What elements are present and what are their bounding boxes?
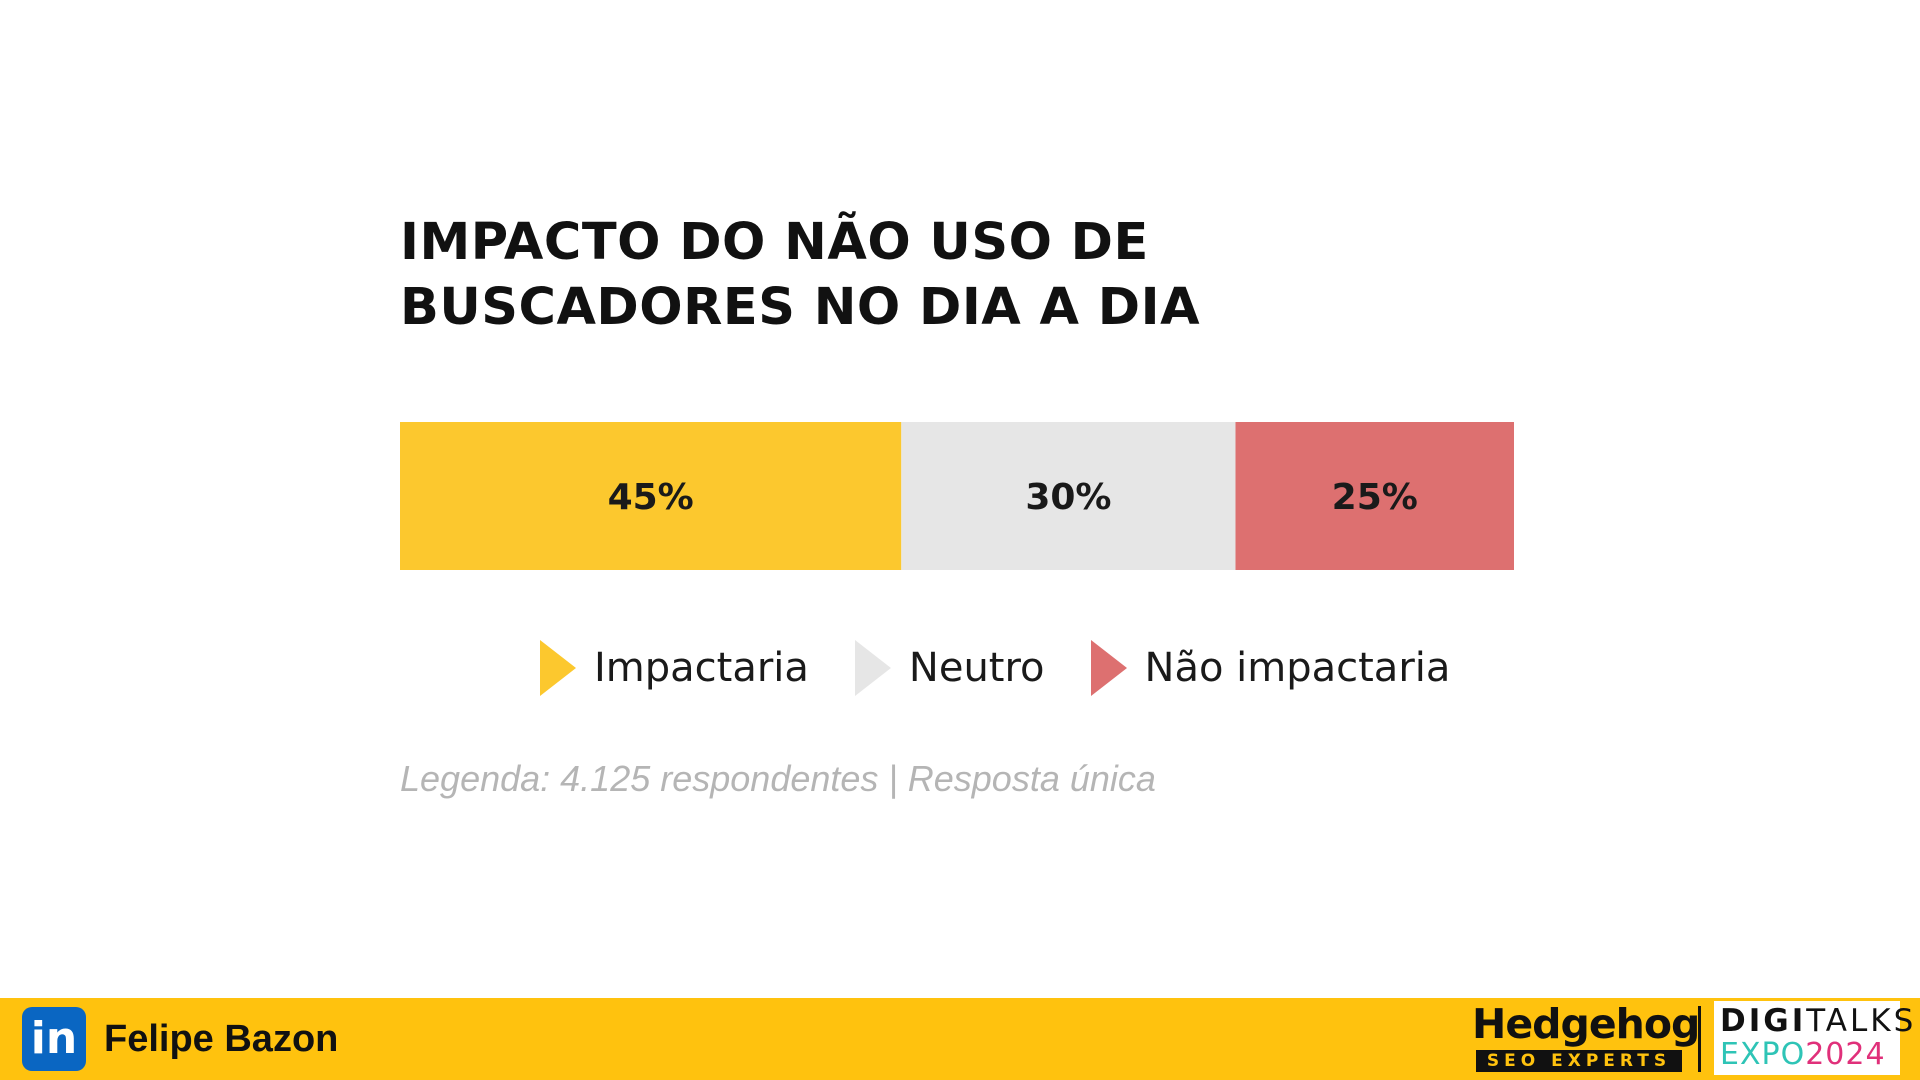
legend-label-nao-impactaria: Não impactaria: [1144, 645, 1451, 691]
bar-segment-nao-impactaria: [1235, 422, 1514, 570]
legend-label-impactaria: Impactaria: [594, 645, 809, 691]
legend-marker-shape: [854, 640, 891, 696]
linkedin-icon[interactable]: in: [22, 1007, 86, 1071]
data-label-nao-impactaria: 25%: [1332, 477, 1418, 518]
bar-segment-impactaria: [400, 422, 902, 570]
chart-title-line-1: IMPACTO DO NÃO USO DE: [400, 213, 1149, 272]
legend-item-neutro: Neutro: [854, 640, 1045, 696]
hedgehog-logo: Hedgehog SEO EXPERTS: [1472, 1000, 1700, 1076]
digitalks-logo-bottom: EXPO2024: [1720, 1038, 1894, 1072]
digitalks-logo-digi: DIGI: [1720, 1003, 1807, 1039]
digitalks-expo-logo: DIGITALKS EXPO2024: [1714, 1001, 1913, 1075]
legend-item-nao-impactaria: Não impactaria: [1090, 640, 1451, 696]
digitalks-logo-talks: TALKS: [1806, 1003, 1917, 1039]
digitalks-logo-year: 2024: [1805, 1037, 1886, 1072]
legend-label-neutro: Neutro: [908, 645, 1045, 691]
data-label-neutro: 30%: [1025, 477, 1111, 518]
data-label-impactaria: 45%: [608, 477, 694, 518]
chart-legend: Impactaria Neutro Não impactaria: [540, 640, 1496, 696]
chart-title: IMPACTO DO NÃO USO DE BUSCADORES NO DIA …: [400, 210, 1200, 340]
chart-caption: Legenda: 4.125 respondentes | Resposta ú…: [400, 758, 1156, 799]
legend-marker-impactaria-icon: [540, 640, 576, 696]
digitalks-logo-expo: EXPO: [1720, 1037, 1806, 1072]
legend-marker-shape: [1090, 640, 1127, 696]
legend-marker-neutro-icon: [854, 640, 891, 696]
legend-item-impactaria: Impactaria: [540, 640, 809, 696]
hedgehog-logo-name: Hedgehog: [1472, 1000, 1700, 1048]
bar-segment-neutro: [901, 422, 1236, 570]
stacked-bar-chart: 45% 30% 25%: [400, 422, 1514, 570]
legend-marker-nao-impactaria-icon: [1090, 640, 1127, 696]
logo-divider: [1698, 1006, 1701, 1072]
hedgehog-logo-subtitle: SEO EXPERTS: [1476, 1050, 1682, 1072]
chart-title-line-2: BUSCADORES NO DIA A DIA: [400, 278, 1201, 337]
author-name: Felipe Bazon: [104, 1018, 339, 1060]
legend-marker-shape: [540, 640, 576, 696]
digitalks-logo-top: DIGITALKS: [1720, 1003, 1913, 1039]
footer-bar: in Felipe Bazon Hedgehog SEO EXPERTS DIG…: [0, 998, 1920, 1080]
